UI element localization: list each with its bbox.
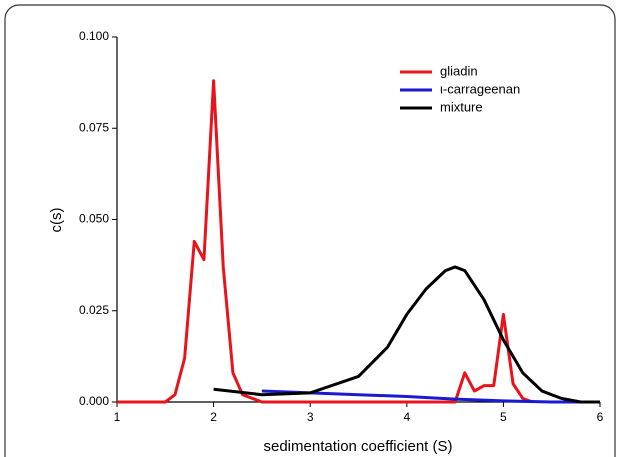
y-axis-title: c(s) (48, 208, 65, 233)
x-axis-title: sedimentation coefficient (S) (264, 438, 453, 455)
y-tick-label: 0.000 (79, 394, 109, 408)
x-tick-label: 1 (114, 410, 121, 424)
y-tick-label: 0.100 (79, 29, 109, 43)
legend-label: mixture (440, 99, 483, 114)
legend-label: ι-carrageenan (440, 81, 520, 96)
legend-label: gliadin (440, 63, 478, 78)
y-tick-label: 0.050 (79, 212, 109, 226)
series-line (261, 389, 600, 404)
series-line (117, 79, 533, 404)
x-tick-label: 2 (210, 410, 217, 424)
x-tick-label: 3 (307, 410, 314, 424)
x-tick-label: 6 (597, 410, 604, 424)
frame (4, 4, 616, 457)
y-tick-label: 0.025 (79, 303, 109, 317)
x-tick-label: 5 (500, 410, 507, 424)
x-tick-label: 4 (403, 410, 410, 424)
y-tick-label: 0.075 (79, 120, 109, 134)
series-line (213, 265, 600, 404)
